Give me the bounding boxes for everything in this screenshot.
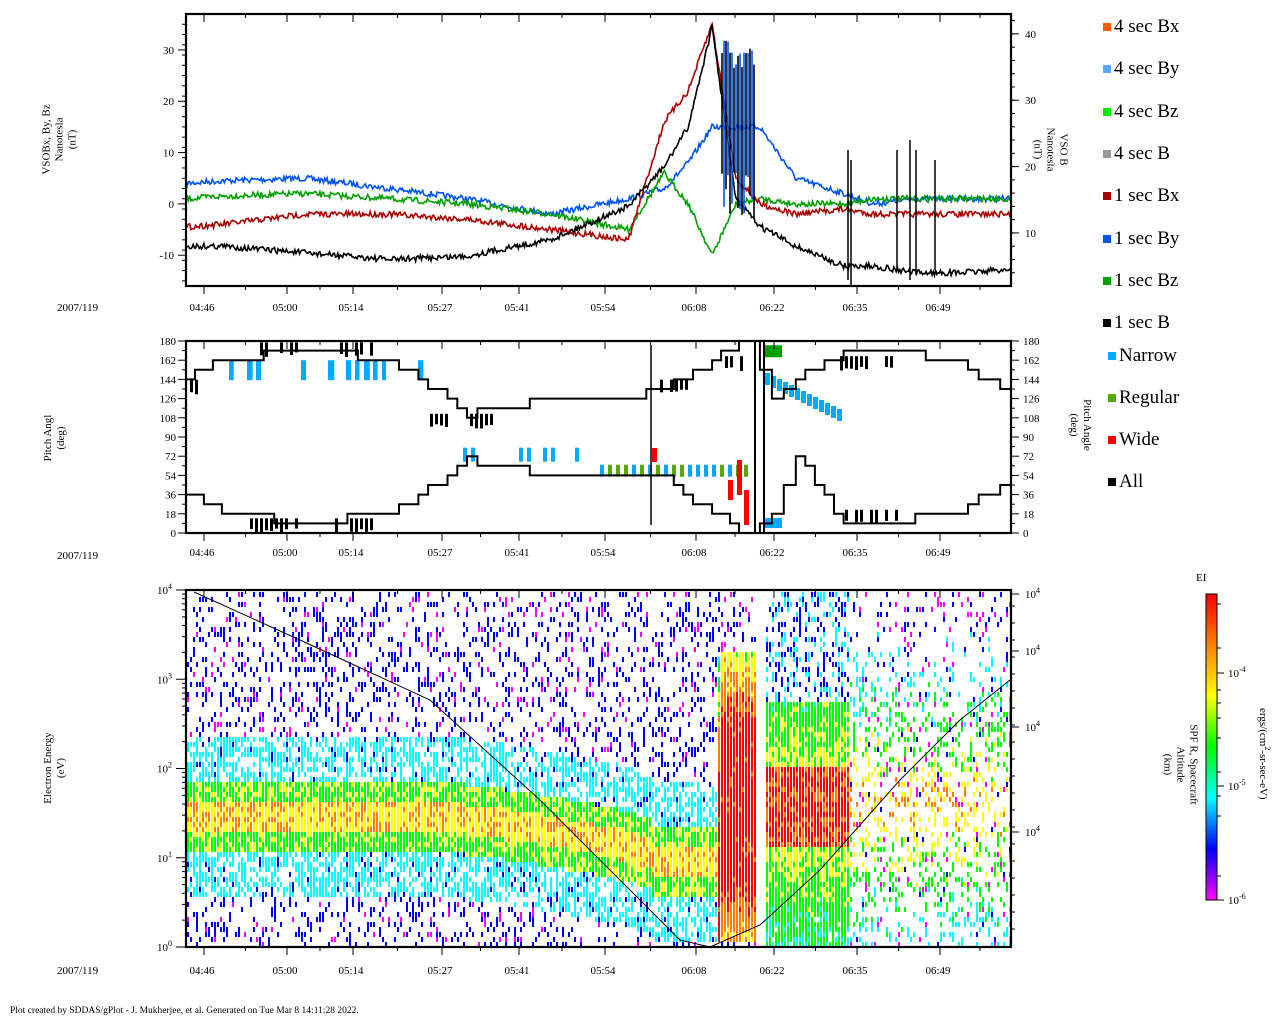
svg-text:180: 180 (160, 336, 177, 348)
svg-text:0: 0 (1023, 528, 1029, 540)
svg-text:104: 104 (1025, 586, 1040, 601)
svg-text:04:46: 04:46 (189, 547, 215, 559)
chart-canvas: 3020100-104030201004:46 05:00 05:14 05:27 05… (0, 0, 1280, 1024)
svg-text:06:08: 06:08 (681, 302, 707, 314)
svg-text:06:22: 06:22 (759, 547, 784, 559)
svg-text:36: 36 (165, 490, 177, 502)
svg-text:54: 54 (165, 470, 177, 482)
svg-text:06:49: 06:49 (925, 302, 951, 314)
svg-text:90: 90 (1023, 432, 1035, 444)
svg-text:40: 40 (1025, 29, 1037, 41)
svg-text:101: 101 (157, 850, 172, 865)
svg-text:-10: -10 (159, 250, 174, 262)
svg-text:20: 20 (1025, 162, 1037, 174)
svg-text:20: 20 (163, 96, 175, 108)
svg-text:30: 30 (1025, 95, 1037, 107)
svg-text:06:22: 06:22 (759, 302, 784, 314)
svg-text:126: 126 (1023, 394, 1040, 406)
svg-text:0: 0 (171, 528, 177, 540)
svg-text:36: 36 (1023, 490, 1035, 502)
svg-text:90: 90 (165, 432, 177, 444)
svg-text:104: 104 (1025, 824, 1040, 839)
svg-text:05:41: 05:41 (504, 302, 529, 314)
svg-text:18: 18 (165, 509, 177, 521)
svg-text:104: 104 (1025, 643, 1040, 658)
svg-text:104: 104 (1025, 719, 1040, 734)
svg-text:05:00: 05:00 (272, 302, 298, 314)
svg-text:54: 54 (1023, 470, 1035, 482)
svg-text:108: 108 (160, 413, 177, 425)
svg-text:05:14: 05:14 (338, 547, 364, 559)
svg-text:103: 103 (157, 671, 172, 686)
svg-text:05:54: 05:54 (590, 547, 616, 559)
svg-text:162: 162 (160, 355, 177, 367)
svg-text:05:14: 05:14 (338, 302, 364, 314)
svg-text:0: 0 (169, 199, 175, 211)
svg-text:102: 102 (157, 761, 172, 776)
svg-text:30: 30 (163, 45, 175, 57)
svg-text:06:08: 06:08 (681, 547, 707, 559)
footer-credit: Plot created by SDDAS/gPlot - J. Mukherj… (10, 1006, 359, 1016)
svg-text:06:49: 06:49 (925, 547, 951, 559)
svg-text:104: 104 (157, 582, 172, 597)
svg-text:72: 72 (1023, 451, 1034, 463)
svg-text:05:41: 05:41 (504, 547, 529, 559)
svg-text:100: 100 (157, 939, 172, 954)
svg-text:05:27: 05:27 (427, 302, 453, 314)
svg-text:06:35: 06:35 (842, 302, 868, 314)
svg-text:05:27: 05:27 (427, 547, 453, 559)
svg-text:10: 10 (163, 148, 175, 160)
svg-text:162: 162 (1023, 355, 1040, 367)
svg-text:05:00: 05:00 (272, 547, 298, 559)
svg-text:04:46: 04:46 (189, 302, 215, 314)
svg-text:126: 126 (160, 394, 177, 406)
svg-text:06:35: 06:35 (842, 547, 868, 559)
svg-text:180: 180 (1023, 336, 1040, 348)
svg-text:144: 144 (1023, 374, 1040, 386)
svg-text:144: 144 (160, 374, 177, 386)
svg-text:10: 10 (1025, 228, 1037, 240)
svg-text:108: 108 (1023, 413, 1040, 425)
svg-text:72: 72 (165, 451, 176, 463)
svg-text:05:54: 05:54 (590, 302, 616, 314)
svg-text:18: 18 (1023, 509, 1035, 521)
